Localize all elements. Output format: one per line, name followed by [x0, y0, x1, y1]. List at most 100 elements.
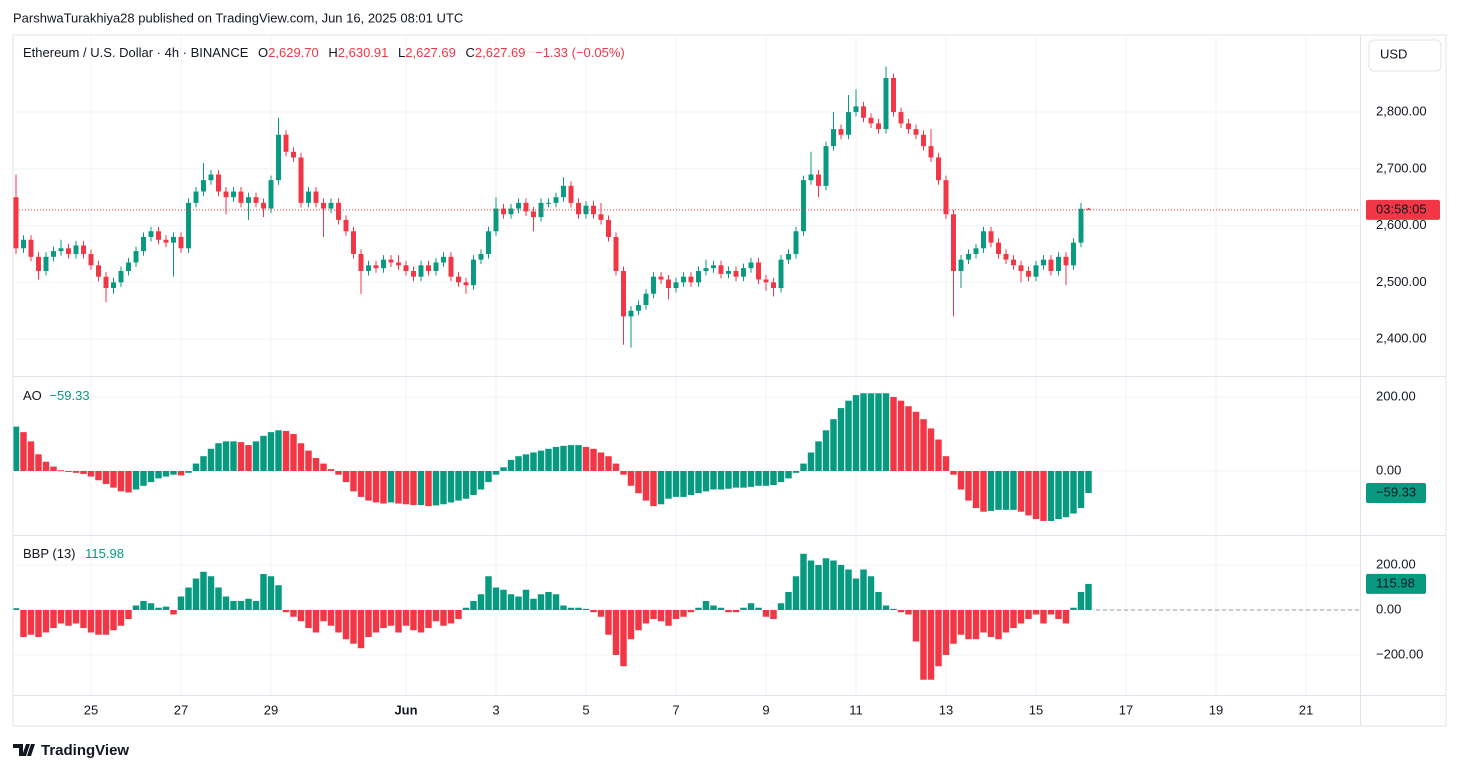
histogram-bar — [732, 609, 740, 613]
candle-body — [501, 208, 506, 215]
histogram-bar — [837, 408, 845, 471]
last-value-box — [1366, 482, 1426, 503]
histogram-bar — [522, 454, 530, 471]
histogram-bar — [635, 609, 642, 631]
histogram-bar — [477, 594, 485, 610]
currency-label[interactable]: USD — [1380, 46, 1407, 61]
candle-body — [838, 129, 844, 135]
candle-body — [493, 208, 499, 232]
histogram-bar — [252, 600, 260, 610]
histogram-bar — [20, 432, 27, 471]
histogram-bar — [815, 441, 822, 471]
histogram-bar — [432, 609, 440, 622]
histogram-bar — [1025, 470, 1032, 516]
candle-body — [118, 270, 124, 283]
histogram-bar — [1055, 470, 1062, 520]
histogram-bar — [627, 609, 635, 640]
histogram-bar — [875, 591, 882, 610]
histogram-bar — [1077, 470, 1085, 508]
candle-body — [523, 202, 529, 212]
candle-body — [178, 236, 184, 249]
candle-body — [283, 134, 289, 152]
histogram-bar — [282, 609, 290, 613]
candle-body — [51, 251, 56, 257]
histogram-bar — [860, 569, 867, 610]
candle-body — [823, 146, 829, 186]
candle-body — [981, 231, 986, 249]
histogram-bar — [890, 608, 897, 610]
candle-body — [531, 211, 536, 218]
candle-body — [988, 231, 994, 243]
candle-body — [141, 236, 146, 252]
histogram-bar — [1055, 609, 1062, 619]
histogram-bar — [12, 426, 20, 471]
histogram-bar — [110, 470, 117, 488]
candle-body — [741, 268, 746, 277]
ohlc-key: C — [465, 45, 474, 60]
histogram-bar — [380, 470, 387, 504]
histogram-bar — [342, 470, 350, 483]
histogram-bar — [1010, 470, 1017, 510]
histogram-bar — [942, 456, 950, 471]
histogram-bar — [387, 609, 395, 626]
histogram-bar — [380, 609, 387, 628]
histogram-bar — [485, 470, 492, 483]
candle-body — [456, 276, 461, 283]
histogram-bar — [155, 470, 162, 479]
histogram-bar — [327, 609, 335, 626]
histogram-bar — [822, 430, 830, 471]
histogram-bar — [965, 470, 972, 501]
histogram-bar — [42, 609, 50, 633]
histogram-bar — [530, 598, 537, 610]
x-tick-label: 25 — [84, 702, 98, 717]
candle-body — [388, 259, 394, 263]
histogram-bar — [365, 609, 372, 637]
histogram-bar — [462, 470, 470, 499]
candle-body — [846, 112, 851, 135]
candle-body — [553, 197, 559, 203]
candle-body — [13, 197, 19, 249]
histogram-bar — [395, 470, 402, 504]
ohlc-value: 2,630.91 — [338, 45, 389, 60]
histogram-bar — [740, 470, 747, 488]
y-tick-label: 200.00 — [1376, 388, 1416, 403]
histogram-bar — [282, 431, 290, 471]
histogram-bar — [492, 587, 500, 610]
candle-body — [906, 123, 911, 130]
x-tick-label: 9 — [762, 702, 769, 717]
y-tick-label: 2,400.00 — [1376, 331, 1427, 346]
histogram-bar — [650, 609, 657, 619]
candle-body — [231, 191, 236, 198]
currency-button[interactable] — [1368, 39, 1442, 72]
candle-body — [126, 262, 131, 271]
histogram-bar — [575, 607, 582, 610]
histogram-bar — [830, 560, 837, 610]
histogram-bar — [605, 456, 612, 471]
histogram-bar — [740, 607, 747, 610]
histogram-bar — [245, 445, 252, 471]
histogram-bar — [237, 600, 245, 610]
histogram-bar — [972, 470, 980, 508]
histogram-bar — [485, 576, 492, 610]
candle-body — [163, 239, 169, 243]
histogram-bar — [612, 609, 620, 655]
x-tick-label: 19 — [1209, 702, 1223, 717]
histogram-bar — [72, 609, 80, 624]
candle-body — [471, 259, 476, 286]
histogram-bar — [440, 609, 447, 626]
histogram-bar — [980, 470, 987, 512]
candle-body — [66, 248, 71, 254]
histogram-bar — [672, 470, 680, 497]
candle-body — [628, 310, 634, 317]
histogram-bar — [72, 470, 80, 473]
last-price-box — [1366, 199, 1440, 220]
candle-body — [268, 180, 274, 209]
candle-body — [448, 256, 454, 277]
histogram-bar — [575, 445, 582, 471]
histogram-bar — [1002, 470, 1010, 510]
histogram-bar — [440, 470, 447, 505]
histogram-bar — [275, 585, 282, 610]
histogram-bar — [702, 470, 710, 492]
candle-body — [973, 248, 979, 254]
candle-body — [1026, 270, 1031, 277]
